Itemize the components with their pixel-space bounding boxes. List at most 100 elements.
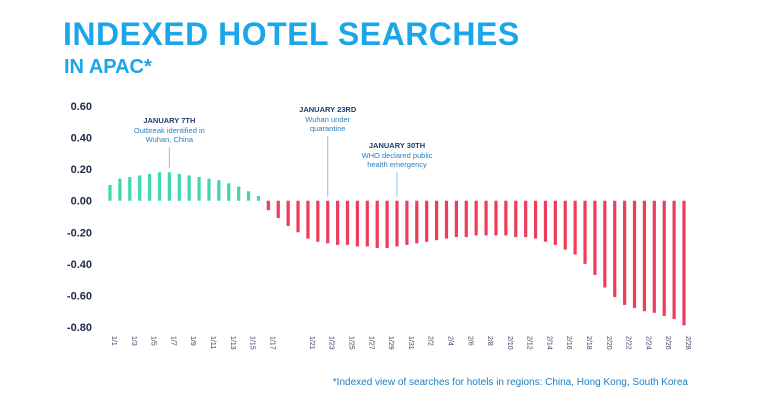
y-tick-label: 0.40 [71,133,92,145]
bar-1-13 [227,183,231,201]
bar-1-28 [375,200,379,249]
x-tick-label: 1/31 [407,336,414,350]
bar-2-11 [514,200,518,238]
bar-1-11 [207,178,211,201]
bar-1-20 [296,200,300,233]
bar-1-5 [147,173,152,201]
x-tick-label: 2/24 [644,336,651,350]
annotation-text: Wuhan under [305,115,350,124]
chart-title: INDEXED HOTEL SEARCHES [63,16,520,52]
bar-2-13 [533,200,538,239]
x-tick-label: 2/20 [605,336,612,350]
x-tick-label: 2/14 [545,336,552,350]
bar-2-7 [474,200,478,236]
bar-1-26 [355,200,360,247]
annotation-text: Wuhan, China [146,135,194,144]
bar-2-24 [642,200,647,312]
annotation-title: JANUARY 30TH [369,141,425,150]
bar-2-19 [593,200,597,275]
bar-2-27 [672,200,676,320]
footnote: *Indexed view of searches for hotels in … [332,377,688,388]
bar-1-30 [395,200,399,247]
x-tick-label: 1/29 [387,336,394,350]
x-tick-label: 2/16 [565,336,572,350]
x-tick-label: 1/1 [110,336,117,346]
annotation-title: JANUARY 7TH [143,116,195,125]
bar-2-18 [583,200,587,264]
bar-1-9 [187,175,191,201]
x-tick-label: 1/21 [308,336,315,350]
y-tick-label: 0.00 [71,196,92,208]
annotation-text: Outbreak identified in [134,126,205,135]
chart-subtitle: IN APAC* [64,56,152,78]
x-tick-label: 2/10 [506,336,513,350]
x-tick-label: 1/9 [189,336,196,346]
bar-2-3 [434,200,439,241]
annotation-title: JANUARY 23RD [299,105,357,114]
bar-1-19 [286,200,290,226]
bar-1-21 [306,200,310,239]
x-tick-label: 2/26 [664,336,671,350]
bar-2-8 [484,200,488,236]
bar-2-6 [464,200,468,238]
x-tick-label: 1/17 [268,336,275,350]
x-tick-label: 1/3 [130,336,137,346]
x-tick-label: 2/4 [446,336,453,346]
bar-2-14 [543,200,548,242]
bar-1-17 [266,200,270,211]
y-tick-label: 0.60 [71,101,92,113]
bar-1-18 [276,200,280,219]
bar-2-21 [613,200,617,298]
bar-1-3 [128,177,132,201]
y-tick-label: -0.80 [67,322,92,334]
bar-1-10 [197,177,201,201]
bar-2-9 [494,200,498,236]
bar-2-12 [524,200,528,238]
bar-2-2 [425,200,429,242]
x-tick-label: 1/27 [367,336,374,350]
bar-2-23 [632,200,637,309]
x-tick-label: 1/23 [328,336,335,350]
bar-1-31 [405,200,409,245]
x-tick-label: 2/8 [486,336,493,346]
x-tick-label: 1/7 [169,336,176,346]
bar-2-4 [444,200,449,239]
y-tick-label: -0.60 [67,290,92,302]
annotation-text: health emergency [367,160,427,169]
bar-1-29 [385,200,389,249]
bar-2-1 [415,200,419,244]
bar-1-27 [365,200,369,247]
bar-1-25 [345,200,350,245]
bar-1-8 [177,173,181,201]
x-tick-label: 1/13 [229,336,236,350]
x-tick-label: 2/2 [427,336,434,346]
x-tick-label: 2/12 [526,336,533,350]
bar-1-15 [246,191,251,201]
bar-2-22 [623,200,627,305]
annotation-text: WHO declared public [362,151,433,160]
bar-1-7 [167,172,171,201]
bar-1-24 [336,200,340,245]
bar-2-28 [682,200,686,326]
x-tick-label: 2/22 [625,336,632,350]
annotation-text: quarantine [310,124,345,133]
bar-1-14 [237,186,241,201]
bar-2-17 [573,200,577,255]
x-tick-label: 2/6 [466,336,473,346]
x-tick-label: 2/28 [684,336,691,350]
y-tick-label: 0.20 [71,164,92,176]
bar-1-22 [316,200,320,242]
x-tick-label: 1/11 [209,336,216,349]
bar-2-26 [662,200,666,316]
x-tick-label: 2/18 [585,336,592,350]
bar-2-15 [553,200,557,245]
bar-1-4 [138,175,142,201]
bar-2-5 [454,200,458,238]
bar-2-10 [504,200,508,236]
x-tick-label: 1/25 [348,336,355,350]
bar-1-1 [108,184,112,201]
y-tick-label: -0.20 [67,227,92,239]
bar-1-23 [326,200,330,244]
bar-2-20 [603,200,607,288]
